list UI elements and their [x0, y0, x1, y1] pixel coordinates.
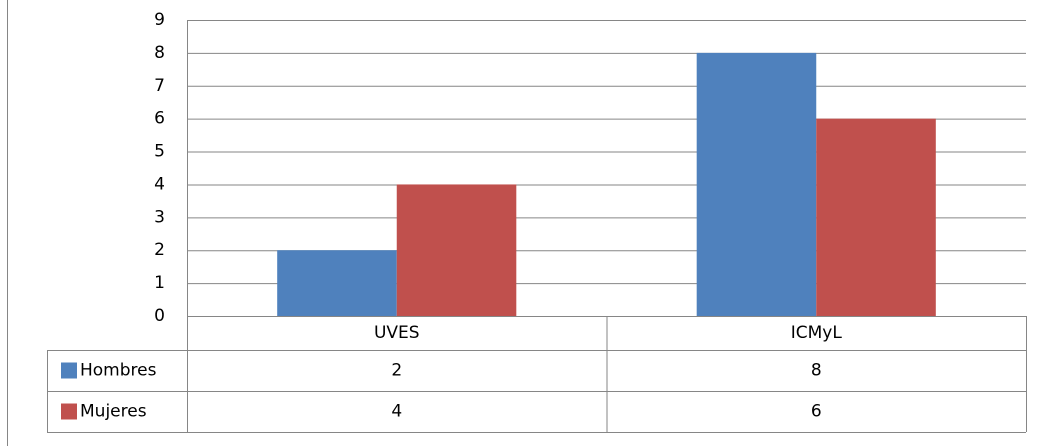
y-tick-label: 3: [154, 207, 165, 227]
table-value: 8: [811, 361, 822, 381]
bar: [396, 184, 517, 316]
y-tick-label: 6: [154, 109, 165, 129]
bar: [696, 52, 817, 317]
y-tick-label: 2: [154, 240, 165, 260]
y-tick-label: 8: [154, 43, 165, 63]
table-value: 2: [391, 361, 402, 381]
y-tick-label: 4: [154, 174, 165, 194]
y-tick-label: 0: [154, 306, 165, 326]
legend-key: [61, 403, 77, 420]
legend-key: [61, 362, 77, 379]
table-value: 6: [811, 402, 822, 422]
table-value: 4: [391, 402, 402, 422]
y-tick-label: 1: [154, 273, 165, 293]
y-tick-label: 5: [154, 142, 165, 162]
legend-label: Hombres: [80, 361, 157, 381]
y-tick-label: 7: [154, 76, 165, 96]
legend-label: Mujeres: [80, 402, 147, 422]
bar: [816, 118, 936, 317]
x-tick-label: ICMyL: [791, 323, 843, 343]
x-tick-label: UVES: [374, 323, 420, 343]
y-tick-label: 9: [154, 10, 165, 30]
bar: [277, 250, 397, 316]
